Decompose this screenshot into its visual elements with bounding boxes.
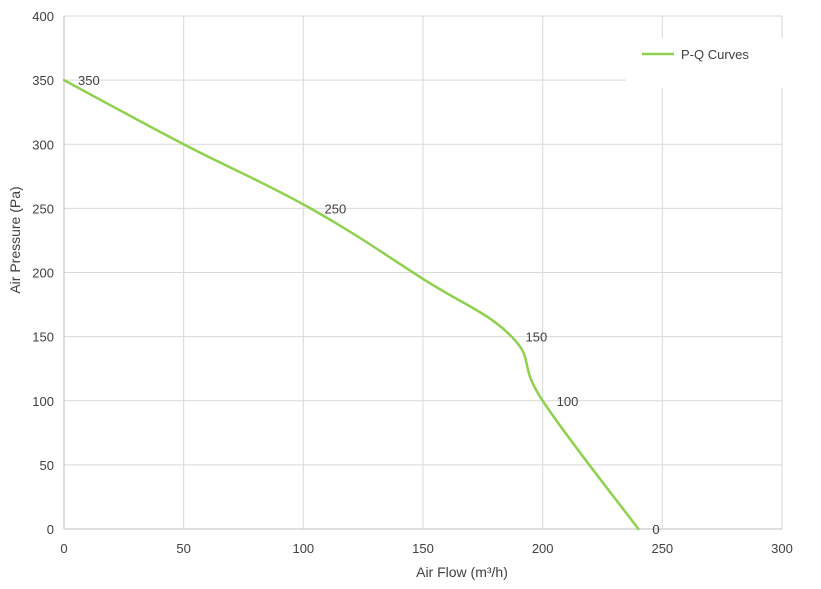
y-tick-label: 150 — [32, 330, 54, 345]
y-tick-label: 250 — [32, 201, 54, 216]
x-tick-label: 150 — [412, 541, 434, 556]
x-tick-label: 300 — [771, 541, 793, 556]
series-line — [62, 78, 640, 531]
y-axis-title: Air Pressure (Pa) — [7, 186, 23, 293]
axes: 0 50 100 150 200 250 300 0 50 100 150 200 250 300 350 4… — [32, 9, 793, 556]
data-label: 0 — [652, 522, 659, 537]
legend-label: P-Q Curves — [681, 47, 749, 62]
y-tick-label: 0 — [47, 522, 54, 537]
y-tick-label: 300 — [32, 137, 54, 152]
data-label: 350 — [78, 73, 100, 88]
x-tick-label: 50 — [176, 541, 190, 556]
y-tick-label: 200 — [32, 266, 54, 281]
series-layer — [62, 78, 640, 531]
x-tick-label: 200 — [532, 541, 554, 556]
x-axis-title: Air Flow (m³/h) — [416, 564, 508, 580]
y-tick-label: 350 — [32, 73, 54, 88]
y-tick-label: 100 — [32, 394, 54, 409]
y-tick-label: 400 — [32, 9, 54, 24]
data-label: 100 — [557, 394, 579, 409]
x-tick-label: 0 — [60, 541, 67, 556]
legend-background — [626, 38, 786, 88]
legend: P-Q Curves — [626, 38, 786, 88]
y-tick-label: 50 — [40, 458, 54, 473]
grid — [64, 15, 783, 529]
data-label: 250 — [325, 201, 347, 216]
x-tick-label: 250 — [651, 541, 673, 556]
data-label: 150 — [526, 330, 548, 345]
data-labels: 350 250 150 100 0 — [78, 73, 660, 537]
x-tick-label: 100 — [292, 541, 314, 556]
